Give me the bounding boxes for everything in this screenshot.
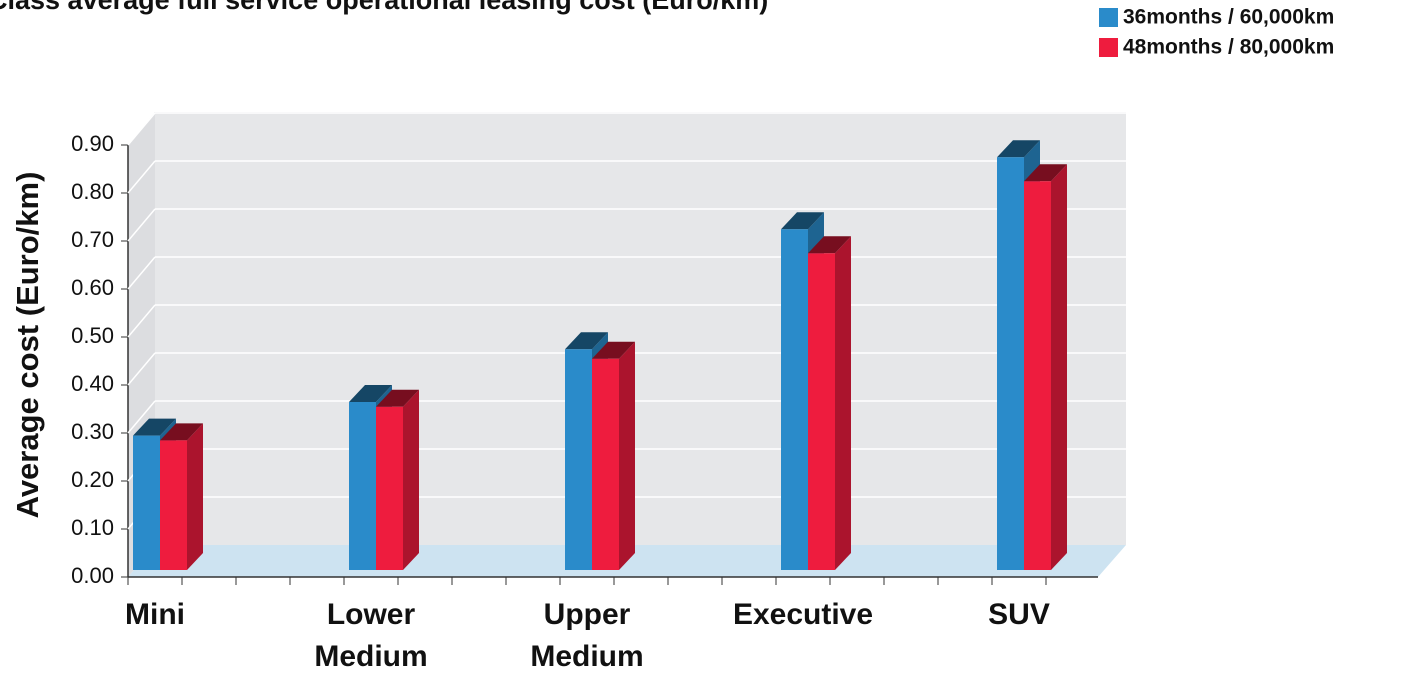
bar-face (565, 349, 592, 570)
legend-label: 36months / 60,000km (1123, 6, 1334, 29)
y-axis-label: Average cost (Euro/km) (10, 172, 45, 519)
bar-face (781, 212, 824, 230)
y-tick-label: 0.00 (71, 563, 114, 588)
x-tick-label: Executive (732, 598, 874, 631)
y-tick-label: 0.70 (71, 227, 114, 252)
bar-face (808, 236, 851, 254)
bar-face (160, 423, 203, 441)
bar-face (133, 435, 160, 570)
y-tick-label: 0.50 (71, 323, 114, 348)
y-tick-label: 0.60 (71, 275, 114, 300)
y-tick-label: 0.30 (71, 419, 114, 444)
bar-face (349, 402, 376, 570)
bar (592, 341, 635, 570)
y-tick-label: 0.10 (71, 515, 114, 540)
x-tick-label: Mini (125, 598, 185, 631)
bar-face (808, 253, 835, 570)
back-wall (155, 112, 1126, 545)
legend-label: 48months / 80,000km (1123, 36, 1334, 59)
grid-line (127, 352, 156, 386)
x-tick-label: Lower Medium (314, 598, 428, 673)
bar-face (1051, 164, 1067, 570)
bar-face (349, 385, 392, 402)
grid-line (127, 112, 156, 146)
grid-line (127, 304, 156, 338)
bar-face (997, 140, 1040, 158)
y-tick-label: 0.20 (71, 467, 114, 492)
x-tick-label: Upper Medium (530, 598, 644, 673)
y-tick-label: 0.80 (71, 179, 114, 204)
bar-face (781, 229, 808, 570)
x-tick-label: SUV (988, 598, 1050, 631)
bar-face (619, 341, 635, 570)
chart-title: Class average full service operational l… (0, 0, 768, 15)
legend-swatch (1099, 8, 1118, 27)
grid-line (127, 256, 156, 290)
grid-line (127, 160, 156, 194)
bar-face (592, 358, 619, 570)
bar-face (160, 440, 187, 570)
y-tick-label: 0.40 (71, 371, 114, 396)
bar-face (376, 406, 403, 570)
bar-face (592, 341, 635, 359)
bar-face (835, 236, 851, 570)
bar-face (133, 418, 176, 436)
bar-face (565, 332, 608, 350)
bar-face (376, 389, 419, 407)
bar-face (187, 423, 203, 570)
bar-face (403, 389, 419, 570)
y-tick-label: 0.90 (71, 131, 114, 156)
bar-face (1024, 164, 1067, 182)
bar (376, 389, 419, 570)
bar (1024, 164, 1067, 570)
grid-line (127, 208, 156, 242)
bar-face (1024, 181, 1051, 570)
grid-line (127, 400, 156, 434)
legend-swatch (1099, 38, 1118, 57)
bar (160, 423, 203, 570)
bar-face (997, 157, 1024, 570)
bar (808, 236, 851, 570)
